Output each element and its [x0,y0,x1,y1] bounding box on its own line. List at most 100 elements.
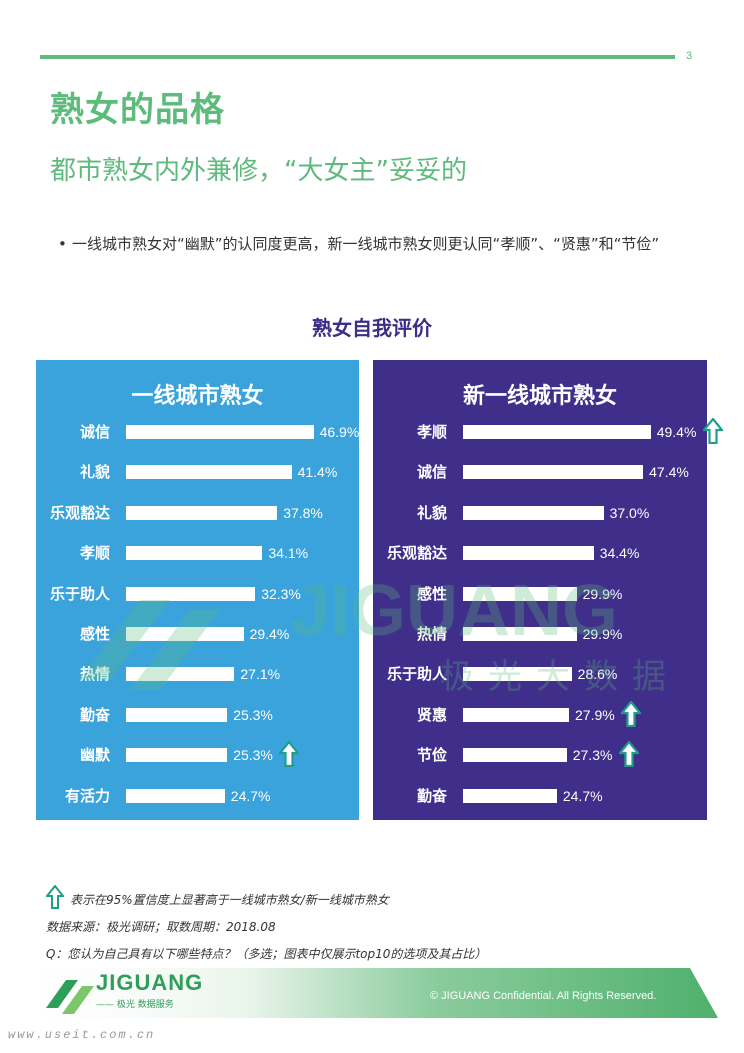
bar-row: 乐观豁达 37.8% [36,501,359,541]
bar [463,425,651,439]
bar [463,626,577,641]
bar [463,788,557,803]
bar-row: 勤奋 24.7% [373,784,707,824]
value-label: 49.4% [656,424,697,440]
bar [463,546,594,561]
bar-row: 乐于助人 28.6% [373,662,707,702]
category-label: 礼貌 [416,503,447,522]
bar-row: 勤奋 25.3% [36,703,359,743]
panel-title-new-tier1: 新一线城市熟女 [462,384,617,409]
category-label: 有活力 [64,786,110,805]
footer-logo-sub: —— 极光 数据服务 [96,1000,174,1010]
bar [463,465,644,480]
value-label: 46.9% [319,424,360,440]
bar-row: 乐于助人 32.3% [36,582,359,622]
value-label: 24.7% [230,787,271,804]
bar-row: 礼貌 37.0% [373,501,707,541]
value-label: 34.4% [599,545,640,562]
category-label: 诚信 [79,423,110,441]
bar [126,748,228,763]
chart-panel-tier1: 一线城市熟女 诚信 46.9% 礼貌 41.4% 乐观豁达 37.8% 孝顺 34.1% 乐于助… [36,360,359,820]
value-label: 41.4% [297,464,338,481]
category-label: 乐于助人 [49,584,110,603]
bar-row: 幽默 25.3% [36,741,359,783]
bar-row: 热情 29.9% [373,622,707,662]
category-label: 乐观豁达 [49,503,110,522]
bar-row: 有活力 24.7% [36,784,359,824]
category-label: 勤奋 [416,786,447,805]
site-watermark: www.useit.com.cn [8,1028,156,1042]
bar [126,788,225,803]
bar-row: 礼貌 41.4% [36,460,359,500]
value-label: 29.9% [582,585,623,602]
value-label: 27.3% [572,747,613,764]
bar [463,505,604,520]
footer-logo-text: JIGUANG [96,970,204,995]
category-label: 乐于助人 [386,665,447,684]
bar [463,707,570,722]
category-label: 礼貌 [79,463,110,482]
bar-row: 感性 29.4% [36,622,359,662]
bar [126,667,235,682]
value-label: 32.3% [261,585,301,602]
value-label: 37.0% [609,504,650,521]
category-label: 乐观豁达 [386,544,447,563]
significance-up-arrow-icon [618,741,639,768]
bar [126,425,314,439]
page-subtitle: 都市熟女内外兼修，“大女主”妥妥的 [50,156,467,186]
category-label: 热情 [79,665,110,684]
bar-row: 孝顺 49.4% [373,418,723,460]
bar-rows-tier1: 诚信 46.9% 礼貌 41.4% 乐观豁达 37.8% 孝顺 34.1% 乐于助人 32.3% 感… [36,420,359,824]
data-source: 数据来源：极光调研；取数周期：2018.08 [46,920,276,934]
bullet-text: 一线城市熟女对“幽默”的认同度更高，新一线城市熟女则更认同“孝顺”、“贤惠”和“… [72,235,660,253]
bullet-dot-icon: • [58,235,67,253]
up-arrow-icon [46,885,64,909]
bullet-point: • 一线城市熟女对“幽默”的认同度更高，新一线城市熟女则更认同“孝顺”、“贤惠”… [58,232,708,256]
category-label: 节俭 [416,746,447,765]
bar-row: 乐观豁达 34.4% [373,541,707,581]
bar-rows-new-tier1: 孝顺 49.4% 诚信 47.4% 礼貌 37.0% 乐观豁达 34.4% 感性 29.9% 热情 2… [373,418,723,824]
category-label: 诚信 [416,463,447,482]
legend-text: 表示在95%置信度上显著高于一线城市熟女/新一线城市熟女 [70,893,389,907]
value-label: 25.3% [233,747,273,764]
significance-up-arrow-icon [621,700,642,727]
bar-row: 诚信 46.9% [36,420,359,460]
bar [463,667,572,682]
value-label: 27.9% [575,706,615,723]
category-label: 感性 [416,584,447,603]
bar [126,546,263,561]
bar-row: 热情 27.1% [36,662,359,702]
bar [126,626,244,641]
survey-question: Q：您认为自己具有以下哪些特点？（多选；图表中仅展示top10的选项及其占比） [46,947,487,961]
bar [463,748,567,763]
jiguang-logo-icon [46,980,94,1014]
bar [126,465,292,480]
significance-up-arrow-icon [279,741,300,768]
page-number: 3 [686,50,693,62]
bar [126,505,278,520]
chart-title: 熟女自我评价 [312,316,432,340]
value-label: 34.1% [268,545,309,562]
category-label: 孝顺 [79,544,110,563]
value-label: 29.4% [249,625,290,642]
bar-row: 贤惠 27.9% [373,700,707,743]
category-label: 勤奋 [79,705,110,724]
value-label: 29.9% [582,625,623,642]
panel-title-tier1: 一线城市熟女 [131,384,264,409]
bar [126,586,256,601]
bar-row: 孝顺 34.1% [36,541,359,581]
bar-row: 节俭 27.3% [373,741,707,783]
category-label: 贤惠 [416,705,447,724]
bar-row: 感性 29.9% [373,582,707,622]
category-label: 感性 [79,624,110,643]
chart-panel-new-tier1: 新一线城市熟女 孝顺 49.4% 诚信 47.4% 礼貌 37.0% 乐观豁达 34.4% 感性… [373,360,723,820]
category-label: 幽默 [79,746,110,765]
category-label: 孝顺 [416,423,447,441]
bar [463,586,577,601]
page-title: 熟女的品格 [50,90,225,130]
significance-up-arrow-icon [702,418,723,444]
copyright-text: © JIGUANG Confidential. All Rights Reser… [430,990,657,1002]
value-label: 47.4% [649,464,689,481]
value-label: 37.8% [283,504,323,521]
footer-band [0,968,718,1018]
